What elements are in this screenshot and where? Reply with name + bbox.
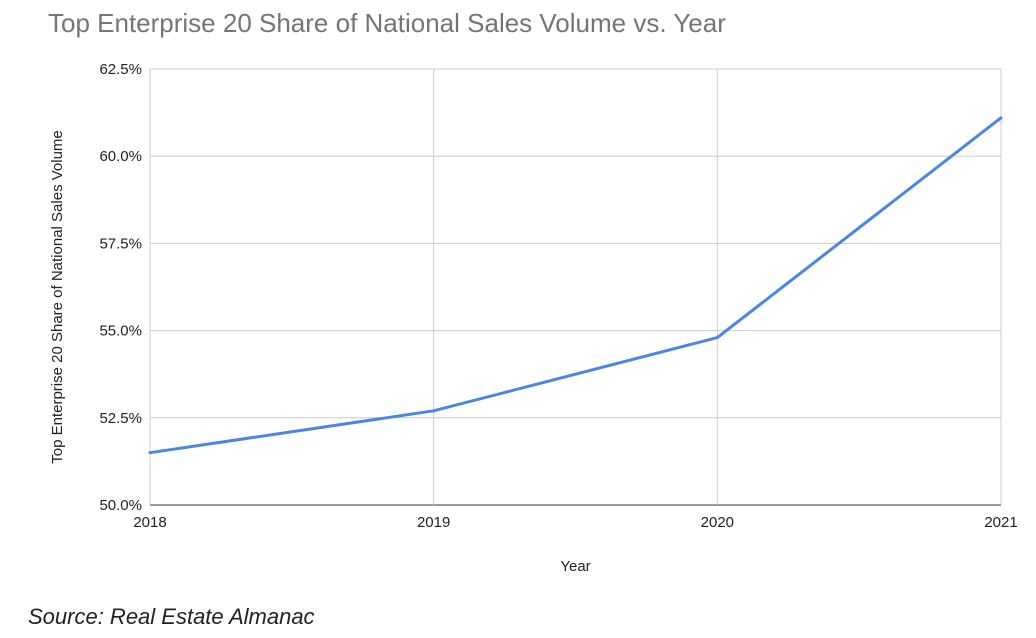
y-tick-label: 50.0% [99, 497, 142, 514]
y-axis-label: Top Enterprise 20 Share of National Sale… [49, 130, 66, 464]
y-tick-label: 52.5% [99, 410, 142, 427]
x-tick-label: 2018 [133, 514, 166, 531]
y-tick-label: 62.5% [99, 61, 142, 78]
y-tick-label: 57.5% [99, 235, 142, 252]
x-tick-label: 2020 [701, 514, 734, 531]
series-line [149, 116, 1002, 455]
x-axis-label: Year [560, 558, 590, 575]
x-tick-label: 2021 [984, 514, 1017, 531]
data-point [999, 116, 1003, 120]
data-point [432, 409, 436, 413]
chart-title: Top Enterprise 20 Share of National Sale… [48, 8, 726, 38]
data-point [715, 336, 719, 340]
data-point [148, 451, 152, 455]
y-tick-label: 55.0% [99, 323, 142, 340]
x-tick-label: 2019 [417, 514, 450, 531]
source-note: Source: Real Estate Almanac [28, 604, 315, 629]
y-tick-label: 60.0% [99, 148, 142, 165]
line-chart: 50.0% 52.5% 55.0% 57.5% 60.0% 62.5% 2018 2019 20… [49, 61, 1018, 575]
